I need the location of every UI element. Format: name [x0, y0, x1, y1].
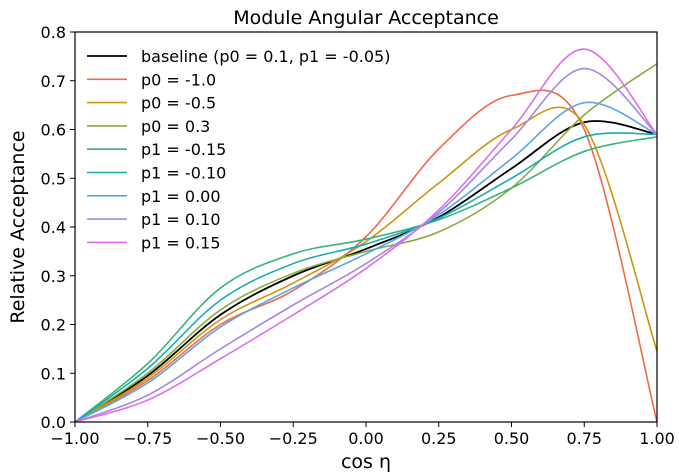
y-tick-label: 0.0	[41, 413, 66, 432]
plot-area	[75, 48, 657, 422]
y-tick-label: 0.6	[41, 121, 66, 140]
series-line	[75, 101, 657, 422]
series-line	[75, 136, 657, 422]
series-line	[75, 67, 657, 422]
legend-label: baseline (p0 = 0.1, p1 = -0.05)	[141, 47, 390, 66]
y-tick-label: 0.5	[41, 169, 66, 188]
x-tick-label: 0.50	[494, 429, 530, 448]
y-tick-label: 0.3	[41, 267, 66, 286]
legend-label: p1 = 0.15	[141, 233, 221, 252]
legend-label: p1 = 0.00	[141, 187, 221, 206]
y-tick-label: 0.8	[41, 23, 66, 42]
x-tick-label: −0.75	[123, 429, 172, 448]
chart-title: Module Angular Acceptance	[233, 7, 499, 29]
series-line	[75, 48, 657, 422]
x-tick-label: 0.25	[421, 429, 457, 448]
series-line	[75, 132, 657, 422]
x-axis: −1.00 −0.75 −0.50 −0.25 0.00 0.25 0.50 0.75 1.00	[50, 422, 675, 448]
legend: baseline (p0 = 0.1, p1 = -0.05) p0 = -1.0…	[87, 47, 390, 252]
legend-label: p1 = 0.10	[141, 210, 221, 229]
y-axis: 0.0 0.1 0.2 0.3 0.4 0.5 0.6 0.7 0.8	[41, 23, 75, 432]
y-tick-label: 0.1	[41, 364, 66, 383]
legend-label: p1 = -0.10	[141, 164, 226, 183]
legend-label: p0 = -0.5	[141, 94, 216, 113]
x-tick-label: −0.25	[269, 429, 318, 448]
y-tick-label: 0.4	[41, 218, 66, 237]
x-tick-label: 0.00	[348, 429, 384, 448]
series-line	[75, 63, 657, 422]
series-line	[75, 120, 657, 422]
series-line	[75, 89, 657, 422]
y-axis-label: Relative Acceptance	[7, 130, 29, 323]
legend-label: p1 = -0.15	[141, 140, 226, 159]
y-tick-label: 0.7	[41, 72, 66, 91]
legend-label: p0 = 0.3	[141, 117, 210, 136]
x-tick-label: −0.50	[196, 429, 245, 448]
y-tick-label: 0.2	[41, 316, 66, 335]
x-tick-label: 0.75	[566, 429, 602, 448]
x-tick-label: 1.00	[639, 429, 675, 448]
series-line	[75, 106, 657, 422]
x-axis-label: cos η	[341, 451, 391, 473]
x-tick-label: −1.00	[50, 429, 99, 448]
legend-label: p0 = -1.0	[141, 70, 216, 89]
